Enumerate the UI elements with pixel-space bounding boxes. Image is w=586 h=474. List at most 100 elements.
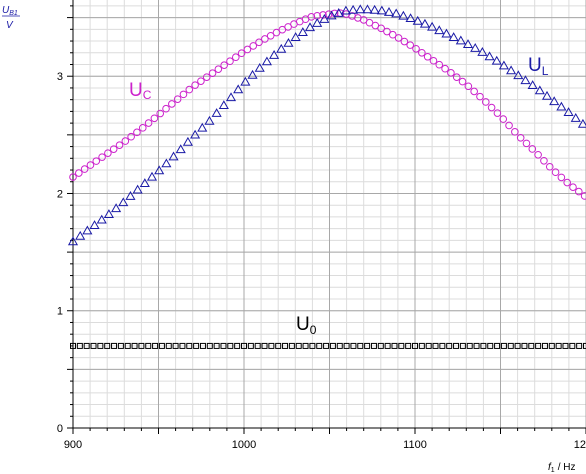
data-point-triangle [391, 8, 402, 18]
data-point-triangle [247, 69, 258, 79]
data-point-triangle [549, 96, 560, 106]
data-point-triangle [484, 51, 495, 61]
data-point-square [377, 342, 384, 349]
data-point-square [227, 342, 234, 349]
data-point-square [302, 342, 309, 349]
data-point-square [124, 342, 131, 349]
data-point-circle [569, 183, 577, 191]
data-point-triangle [355, 4, 366, 14]
data-point-circle [493, 109, 502, 117]
data-point-triangle [556, 101, 567, 111]
data-point-triangle [326, 10, 337, 20]
data-point-circle [307, 13, 316, 21]
series-label-uc: UC [129, 80, 152, 102]
data-point-triangle [154, 165, 165, 175]
data-point-triangle [319, 14, 330, 23]
data-point-triangle [125, 190, 136, 200]
data-point-circle [80, 165, 89, 173]
data-point-circle [551, 168, 560, 177]
data-point-square [254, 342, 261, 349]
x-tick-labels: 900 1000 1100 1200 [64, 439, 586, 451]
data-point-square [329, 342, 336, 349]
data-point-triangle [448, 32, 459, 41]
data-point-square [473, 342, 480, 349]
data-point-square [117, 342, 124, 349]
data-point-circle [231, 53, 240, 62]
data-point-triangle [376, 5, 387, 15]
data-point-square [432, 342, 439, 349]
data-point-triangle [103, 209, 114, 219]
data-point-circle [476, 92, 484, 101]
data-point-circle [92, 157, 101, 165]
y-tick-labels: 0 1 2 3 [57, 71, 63, 435]
data-point-circle [156, 109, 165, 118]
data-point-square [295, 342, 302, 349]
data-point-square [316, 342, 323, 349]
data-point-circle [377, 24, 385, 33]
data-point-square [446, 342, 453, 349]
data-point-circle [127, 132, 135, 141]
data-point-triangle [254, 62, 265, 72]
data-point-square [70, 342, 76, 349]
data-point-circle [412, 44, 420, 53]
data-point-triangle [283, 37, 294, 47]
data-point-circle [516, 134, 525, 142]
data-point-circle [249, 42, 258, 50]
data-point-square [179, 342, 186, 349]
data-point-square [220, 342, 227, 349]
series-uc [69, 9, 586, 200]
data-point-square [500, 342, 507, 349]
data-point-square [494, 342, 501, 349]
data-point-circle [458, 77, 467, 86]
data-point-circle [505, 121, 513, 130]
data-point-square [405, 342, 412, 349]
data-point-circle [220, 61, 228, 69]
data-point-circle [272, 28, 281, 37]
x-tick-label: 1000 [232, 439, 256, 451]
data-point-square [261, 342, 268, 349]
data-point-circle [470, 87, 478, 96]
x-axis-label: f1/ Hz [548, 462, 575, 474]
data-point-triangle [577, 118, 586, 128]
data-point-circle [185, 85, 194, 94]
data-point-triangle [182, 136, 193, 146]
data-point-triangle [211, 108, 222, 117]
data-point-circle [575, 187, 583, 196]
data-point-square [398, 342, 405, 349]
data-point-triangle [513, 70, 524, 80]
data-point-circle [144, 119, 153, 127]
data-point-circle [557, 173, 566, 182]
data-point-circle [173, 95, 182, 103]
data-point-square [275, 342, 282, 349]
data-point-square [350, 342, 357, 349]
data-point-square [487, 342, 494, 349]
data-point-triangle [96, 214, 107, 224]
data-point-square [548, 342, 555, 349]
data-point-square [576, 342, 583, 349]
y-axis-label: UB1 V [2, 5, 20, 31]
series-u0 [70, 342, 586, 349]
data-point-triangle [563, 107, 574, 116]
data-point-circle [452, 73, 461, 82]
x-tick-label: 1200 [574, 439, 586, 451]
data-point-square [145, 342, 152, 349]
data-point-circle [580, 192, 586, 200]
major-grid [72, 0, 586, 428]
data-point-triangle [168, 151, 179, 161]
data-point-circle [545, 162, 554, 171]
data-point-triangle [175, 144, 186, 154]
data-point-triangle [398, 10, 409, 20]
data-point-triangle [434, 25, 445, 35]
data-point-square [528, 342, 535, 349]
data-point-circle [121, 137, 130, 145]
data-point-square [555, 342, 562, 349]
data-point-triangle [419, 18, 430, 28]
data-point-circle [261, 35, 269, 43]
data-point-square [562, 342, 569, 349]
data-point-circle [522, 139, 531, 148]
data-point-square [172, 342, 179, 349]
data-point-circle [104, 149, 112, 157]
data-point-square [514, 342, 521, 349]
data-point-triangle [455, 35, 466, 45]
